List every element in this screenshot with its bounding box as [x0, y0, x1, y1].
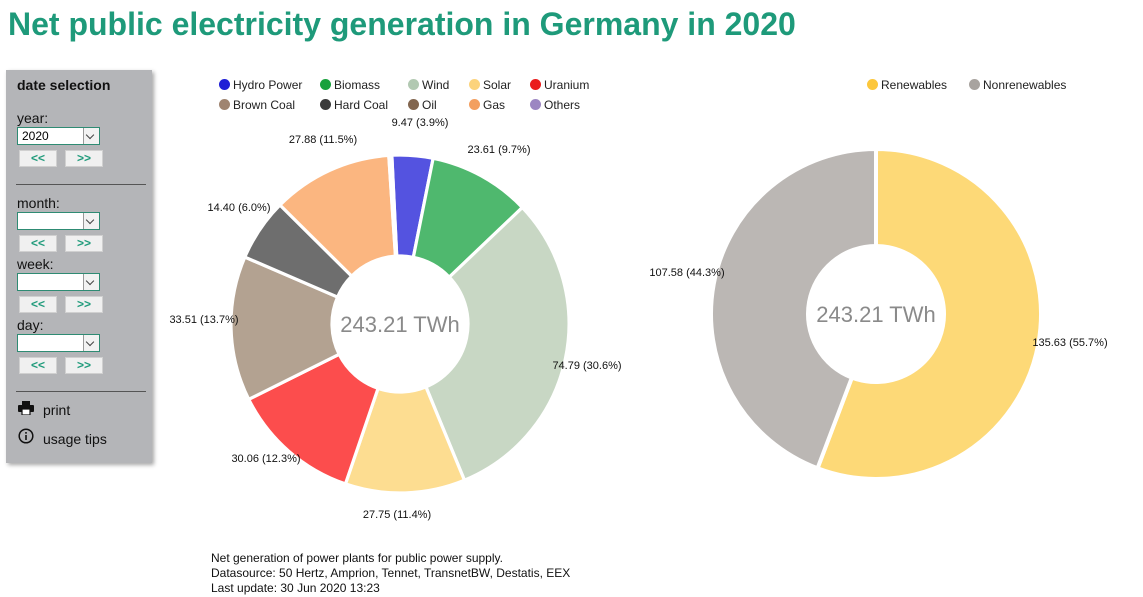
- legend-swatch: [408, 79, 419, 90]
- week-next-button[interactable]: >>: [65, 296, 103, 313]
- legend-item-renewables[interactable]: Renewables: [867, 78, 947, 92]
- slice-label-hard-coal: 14.40 (6.0%): [208, 202, 271, 214]
- page-title: Net public electricity generation in Ger…: [8, 6, 796, 42]
- legend-swatch: [469, 99, 480, 110]
- week-select[interactable]: [17, 273, 100, 291]
- chevron-down-icon[interactable]: [83, 274, 99, 290]
- week-prev-button[interactable]: <<: [19, 296, 57, 313]
- slice-label-solar: 27.75 (11.4%): [363, 509, 431, 521]
- month-label: month:: [17, 195, 60, 211]
- date-selection-header: date selection: [17, 77, 111, 93]
- year-next-button[interactable]: >>: [65, 150, 103, 167]
- slice-wind[interactable]: [424, 205, 571, 482]
- legend-item-brown-coal[interactable]: Brown Coal: [219, 98, 295, 112]
- legend-label: Gas: [483, 98, 506, 112]
- slice-label-hydro-power: 9.47 (3.9%): [392, 117, 449, 129]
- legend-swatch: [219, 99, 230, 110]
- day-select[interactable]: [17, 334, 100, 352]
- slice-others[interactable]: [387, 153, 399, 258]
- slice-label-wind: 74.79 (30.6%): [552, 360, 621, 372]
- legend-label: Uranium: [544, 78, 590, 92]
- year-select[interactable]: 2020: [17, 127, 100, 145]
- legend-item-gas[interactable]: Gas: [469, 98, 505, 112]
- legend-item-biomass[interactable]: Biomass: [320, 78, 380, 92]
- legend-label: Others: [544, 98, 581, 112]
- print-label: print: [43, 402, 71, 418]
- usage-tips-label: usage tips: [43, 431, 107, 447]
- legend-label: Wind: [422, 78, 450, 92]
- year-prev-button[interactable]: <<: [19, 150, 57, 167]
- legend-item-nonrenewables[interactable]: Nonrenewables: [969, 78, 1066, 92]
- day-label: day:: [17, 317, 44, 333]
- legend-item-solar[interactable]: Solar: [469, 78, 511, 92]
- slice-uranium[interactable]: [247, 352, 380, 486]
- chevron-down-icon[interactable]: [83, 213, 99, 229]
- date-selection-panel: date selection year: 2020 << >> month: <…: [6, 70, 152, 463]
- legend-label: Nonrenewables: [983, 78, 1067, 92]
- legend-label: Solar: [483, 78, 512, 92]
- legend-label: Hard Coal: [334, 98, 389, 112]
- divider: [16, 184, 146, 185]
- slice-brown-coal[interactable]: [229, 255, 341, 401]
- legend-swatch: [867, 79, 878, 90]
- legend-swatch: [969, 79, 980, 90]
- legend-item-wind[interactable]: Wind: [408, 78, 449, 92]
- legend-label: Biomass: [334, 78, 381, 92]
- print-button[interactable]: print: [17, 401, 70, 418]
- slice-label-nonrenewables: 107.58 (44.3%): [649, 267, 724, 279]
- legend-item-others[interactable]: Others: [530, 98, 580, 112]
- footer-last-update: Last update: 30 Jun 2020 13:23: [211, 581, 380, 595]
- month-select[interactable]: [17, 212, 100, 230]
- legend-swatch: [219, 79, 230, 90]
- legend-label: Oil: [422, 98, 437, 112]
- legend-item-uranium[interactable]: Uranium: [530, 78, 589, 92]
- legend-swatch: [408, 99, 419, 110]
- slice-label-uranium: 30.06 (12.3%): [231, 453, 300, 465]
- legend-swatch: [469, 79, 480, 90]
- footer-datasource: Datasource: 50 Hertz, Amprion, Tennet, T…: [211, 566, 571, 580]
- legend-swatch: [320, 99, 331, 110]
- legend-label: Renewables: [881, 78, 948, 92]
- slice-nonrenewables[interactable]: [709, 147, 878, 471]
- legend-item-hydro-power[interactable]: Hydro Power: [219, 78, 302, 92]
- usage-tips-button[interactable]: usage tips: [17, 428, 107, 447]
- month-next-button[interactable]: >>: [65, 235, 103, 252]
- chart-footer: Net generation of power plants for publi…: [211, 551, 570, 596]
- legend-item-hard-coal[interactable]: Hard Coal: [320, 98, 388, 112]
- day-next-button[interactable]: >>: [65, 357, 103, 374]
- center-total-label: 243.21 TWh: [340, 312, 459, 337]
- chevron-down-icon[interactable]: [83, 335, 99, 351]
- slice-label-biomass: 23.61 (9.7%): [468, 144, 531, 156]
- legend-swatch: [530, 79, 541, 90]
- legend-label: Hydro Power: [233, 78, 303, 92]
- day-prev-button[interactable]: <<: [19, 357, 57, 374]
- slice-label-gas: 27.88 (11.5%): [289, 134, 357, 146]
- legend-swatch: [320, 79, 331, 90]
- week-label: week:: [17, 256, 54, 272]
- footer-description: Net generation of power plants for publi…: [211, 551, 503, 565]
- slice-label-brown-coal: 33.51 (13.7%): [169, 314, 238, 326]
- slice-label-renewables: 135.63 (55.7%): [1032, 337, 1107, 349]
- legend-label: Brown Coal: [233, 98, 296, 112]
- month-prev-button[interactable]: <<: [19, 235, 57, 252]
- slice-renewables[interactable]: [815, 147, 1043, 481]
- legend-swatch: [530, 99, 541, 110]
- info-icon: [17, 428, 35, 447]
- chevron-down-icon[interactable]: [83, 128, 99, 144]
- year-select-value: 2020: [22, 129, 49, 143]
- center-total-label: 243.21 TWh: [816, 302, 935, 327]
- printer-icon: [17, 401, 35, 418]
- year-label: year:: [17, 110, 49, 126]
- legend-item-oil[interactable]: Oil: [408, 98, 437, 112]
- divider: [16, 391, 146, 392]
